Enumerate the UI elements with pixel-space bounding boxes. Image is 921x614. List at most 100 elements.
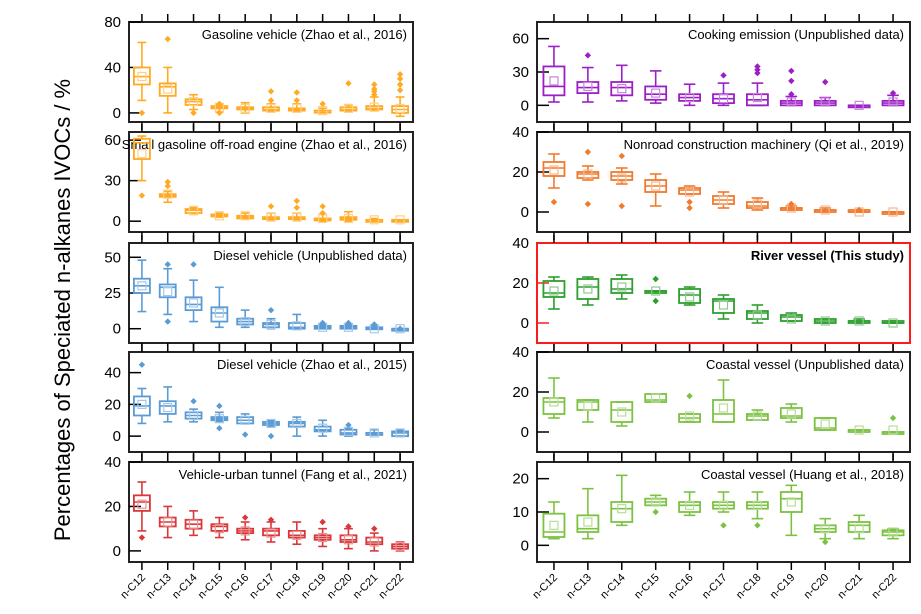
box-n-C13 [576, 487, 600, 540]
box-n-C13 [576, 148, 600, 208]
box-n-C18 [287, 313, 306, 331]
outlier-point [345, 421, 352, 429]
panel-diesel-vehicle-unpublished: 0 25 50 Diesel vehicle (Unpublished data) [104, 235, 414, 351]
panel-title: Vehicle-urban tunnel (Fang et al., 2021) [179, 467, 407, 482]
box-n-C21 [365, 215, 384, 225]
box-n-C13 [576, 399, 600, 423]
mean-marker [583, 81, 593, 92]
x-tick-label: n-C18 [734, 572, 764, 602]
mean-marker [549, 286, 559, 296]
panel-title: Gasoline vehicle (Zhao et al., 2016) [202, 27, 407, 42]
outlier-point [396, 86, 404, 94]
iqr-box [576, 171, 600, 179]
outlier-point [216, 109, 223, 117]
mean-marker [617, 84, 627, 94]
mean-marker [617, 173, 627, 183]
y-tick-label: 0 [113, 105, 121, 122]
outlier-point [371, 85, 378, 93]
box-n-C22 [881, 527, 905, 540]
iqr-box [542, 65, 566, 97]
mean-marker [752, 500, 763, 510]
box-n-C22 [391, 541, 409, 552]
outlier-point [216, 100, 223, 108]
mean-marker [292, 418, 302, 429]
outlier-point [788, 67, 795, 75]
mean-marker [318, 532, 328, 543]
mean-marker [240, 526, 250, 536]
box-n-C16 [678, 286, 702, 306]
outlier-point [396, 75, 404, 83]
y-tick-label: 25 [104, 285, 121, 302]
box-n-C20 [339, 210, 358, 224]
box-n-C20 [813, 205, 837, 215]
mean-marker [240, 103, 250, 113]
mean-marker [266, 528, 276, 538]
outlier-point [396, 71, 404, 78]
box-n-C17 [712, 294, 735, 320]
mean-marker [684, 411, 695, 421]
outlier-point [822, 538, 829, 546]
y-tick-label: 0 [113, 321, 121, 338]
mean-marker [854, 316, 864, 326]
box-n-C12 [133, 135, 151, 199]
box-n-C15 [210, 286, 229, 329]
mean-marker [718, 195, 729, 205]
iqr-box [158, 400, 177, 415]
box-n-C14 [610, 401, 634, 427]
box-n-C13 [158, 178, 177, 204]
iqr-box [542, 280, 566, 298]
iqr-box [881, 529, 905, 537]
y-tick-label: 0 [521, 315, 529, 332]
mean-marker [188, 298, 199, 308]
y-tick-label: 80 [104, 14, 121, 31]
box-n-C18 [287, 521, 306, 546]
panel-title: Cooking emission (Unpublished data) [688, 27, 904, 42]
mean-marker [617, 504, 627, 514]
iqr-box [158, 82, 177, 97]
mean-marker [266, 103, 276, 113]
box-n-C14 [184, 510, 203, 537]
x-tick-label: n-C14 [170, 572, 200, 602]
outlier-point [396, 81, 404, 88]
iqr-box [576, 278, 600, 300]
box-n-C13 [158, 261, 177, 325]
mean-marker [820, 316, 830, 326]
y-tick-label: 40 [104, 454, 121, 471]
iqr-box [712, 298, 735, 314]
y-tick-label: 0 [521, 204, 529, 221]
mean-marker [343, 213, 354, 224]
mean-marker [718, 300, 729, 310]
panel-title: Nonroad construction machinery (Qi et al… [624, 137, 904, 152]
outlier-point [584, 52, 592, 59]
box-n-C19 [779, 484, 803, 537]
mean-marker [137, 281, 147, 291]
mean-marker [292, 530, 302, 540]
mean-marker [163, 517, 173, 527]
box-n-C21 [365, 428, 384, 438]
mean-marker [188, 96, 199, 107]
mean-marker [752, 411, 763, 421]
panel-small-gasoline-offroad: 0 30 60 Small gasoline off-road engine (Zha… [104, 124, 414, 240]
mean-marker [583, 284, 593, 294]
mean-marker [266, 418, 276, 429]
box-n-C22 [391, 324, 409, 334]
panel-title: River vessel (This study) [751, 248, 904, 263]
iqr-box [779, 314, 803, 322]
box-n-C20 [339, 421, 358, 437]
iqr-box [847, 521, 871, 533]
outlier-point [345, 319, 352, 327]
box-n-C14 [610, 64, 634, 102]
box-n-C21 [365, 81, 384, 112]
x-tick-label: n-C12 [118, 572, 148, 602]
mean-marker [820, 419, 830, 429]
box-n-C22 [881, 414, 905, 435]
y-tick-label: 10 [512, 504, 529, 521]
box-n-C20 [339, 523, 358, 550]
mean-marker [684, 500, 695, 510]
outlier-point [267, 97, 275, 104]
mean-marker [395, 541, 405, 552]
outlier-point [652, 275, 659, 283]
box-n-C17 [262, 516, 280, 543]
iqr-box [610, 81, 634, 97]
